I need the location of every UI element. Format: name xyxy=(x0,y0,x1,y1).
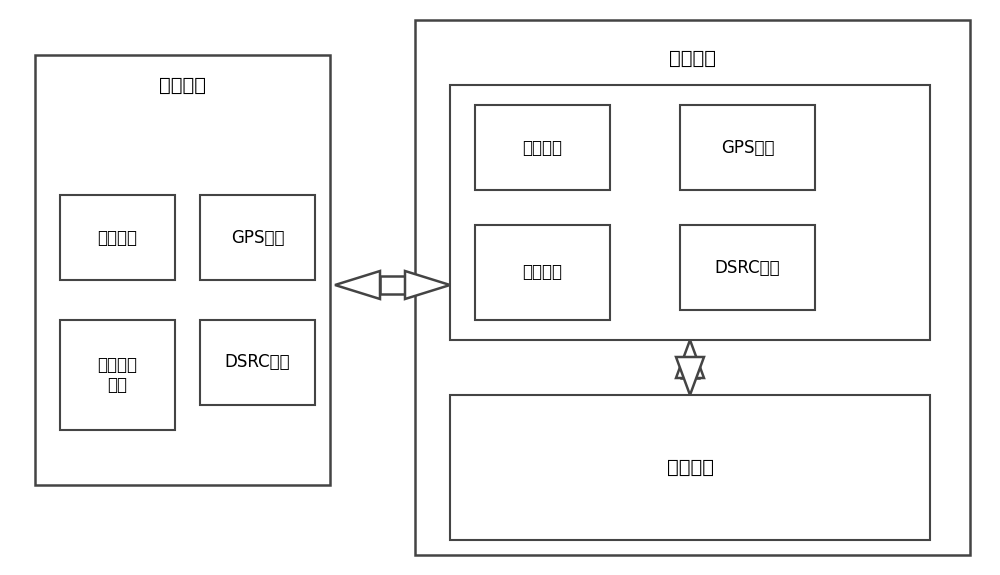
Polygon shape xyxy=(405,271,450,299)
Bar xyxy=(450,85,930,340)
Bar xyxy=(680,225,815,310)
Text: 主控模块: 主控模块 xyxy=(98,228,138,247)
Bar xyxy=(475,225,610,320)
Bar xyxy=(450,395,930,540)
Bar xyxy=(200,195,315,280)
Text: GPS模块: GPS模块 xyxy=(231,228,284,247)
Polygon shape xyxy=(676,340,704,378)
Bar xyxy=(200,320,315,405)
Bar xyxy=(60,320,175,430)
Bar xyxy=(475,105,610,190)
Text: 微波定位
模块: 微波定位 模块 xyxy=(98,355,138,394)
Bar xyxy=(415,20,970,555)
Bar xyxy=(680,105,815,190)
Text: DSRC模块: DSRC模块 xyxy=(225,354,290,371)
Text: 路侧单元: 路侧单元 xyxy=(159,75,206,94)
Bar xyxy=(681,357,699,378)
Text: 测速单元: 测速单元 xyxy=(666,458,714,477)
Polygon shape xyxy=(335,271,380,299)
Text: DSRC模块: DSRC模块 xyxy=(715,259,780,277)
Text: GPS模块: GPS模块 xyxy=(721,139,774,156)
Text: 主控模块: 主控模块 xyxy=(522,139,562,156)
Bar xyxy=(60,195,175,280)
Text: 车载单元: 车载单元 xyxy=(669,48,716,67)
Bar xyxy=(380,276,405,294)
Bar xyxy=(35,55,330,485)
Polygon shape xyxy=(676,357,704,395)
Text: 通信模块: 通信模块 xyxy=(522,263,562,282)
